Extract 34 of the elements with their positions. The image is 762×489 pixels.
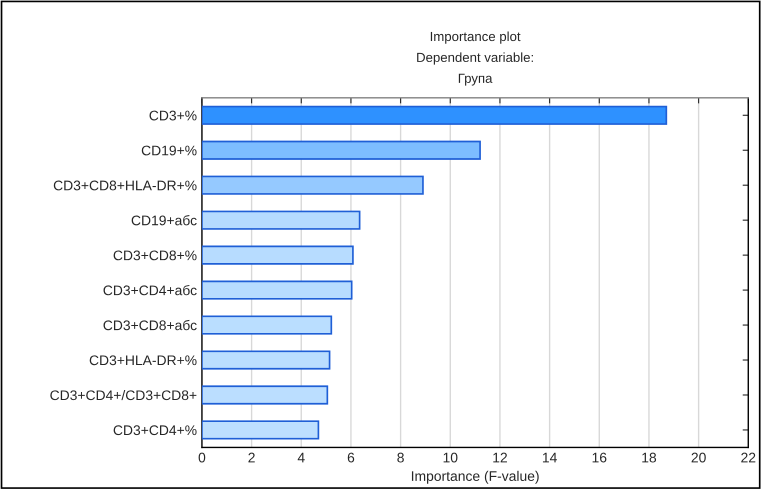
x-tick-label: 2 (248, 452, 255, 462)
x-tick-label: 0 (198, 452, 206, 462)
bar (202, 210, 360, 230)
y-tick-label: CD19+% (142, 146, 197, 156)
bar (202, 420, 320, 440)
bar (202, 280, 353, 300)
y-tick-label: CD19+абс (132, 215, 197, 226)
bar (202, 140, 481, 160)
y-tick-label: CD3+CD8+абс (104, 320, 197, 330)
x-tick-label: 22 (741, 452, 756, 462)
x-tick-label: 14 (542, 452, 557, 462)
chart-title: Importance plot Dependent variable: Група (417, 31, 533, 86)
x-tick-label: 10 (444, 452, 458, 462)
bar (202, 350, 330, 370)
y-tick-label: CD3+HLA-DR+% (90, 355, 197, 366)
x-tick-label: 20 (692, 452, 706, 462)
x-tick-label: 16 (592, 452, 606, 462)
y-tick-label: CD3+CD4+/CD3+CD8+ (50, 390, 196, 400)
y-tick-label: CD3+% (150, 110, 197, 120)
bar (202, 385, 328, 405)
x-tick-label: 6 (348, 452, 354, 462)
y-tick-label: CD3+CD8+% (114, 250, 197, 260)
y-tick-label: CD3+CD8+HLA-DR+% (54, 180, 197, 190)
bar (202, 106, 668, 125)
x-tick-label: 4 (298, 452, 305, 462)
x-tick-label: 18 (642, 452, 656, 462)
x-tick-label: 8 (397, 452, 404, 462)
y-tick-label: CD3+CD4+абс (104, 284, 197, 296)
bar (202, 315, 332, 335)
x-axis-title: Importance (F-value) (412, 470, 539, 484)
bar (202, 176, 424, 195)
y-tick-label: CD3+CD4+% (114, 425, 197, 436)
bar (202, 246, 354, 265)
x-tick-label: 12 (493, 452, 507, 462)
